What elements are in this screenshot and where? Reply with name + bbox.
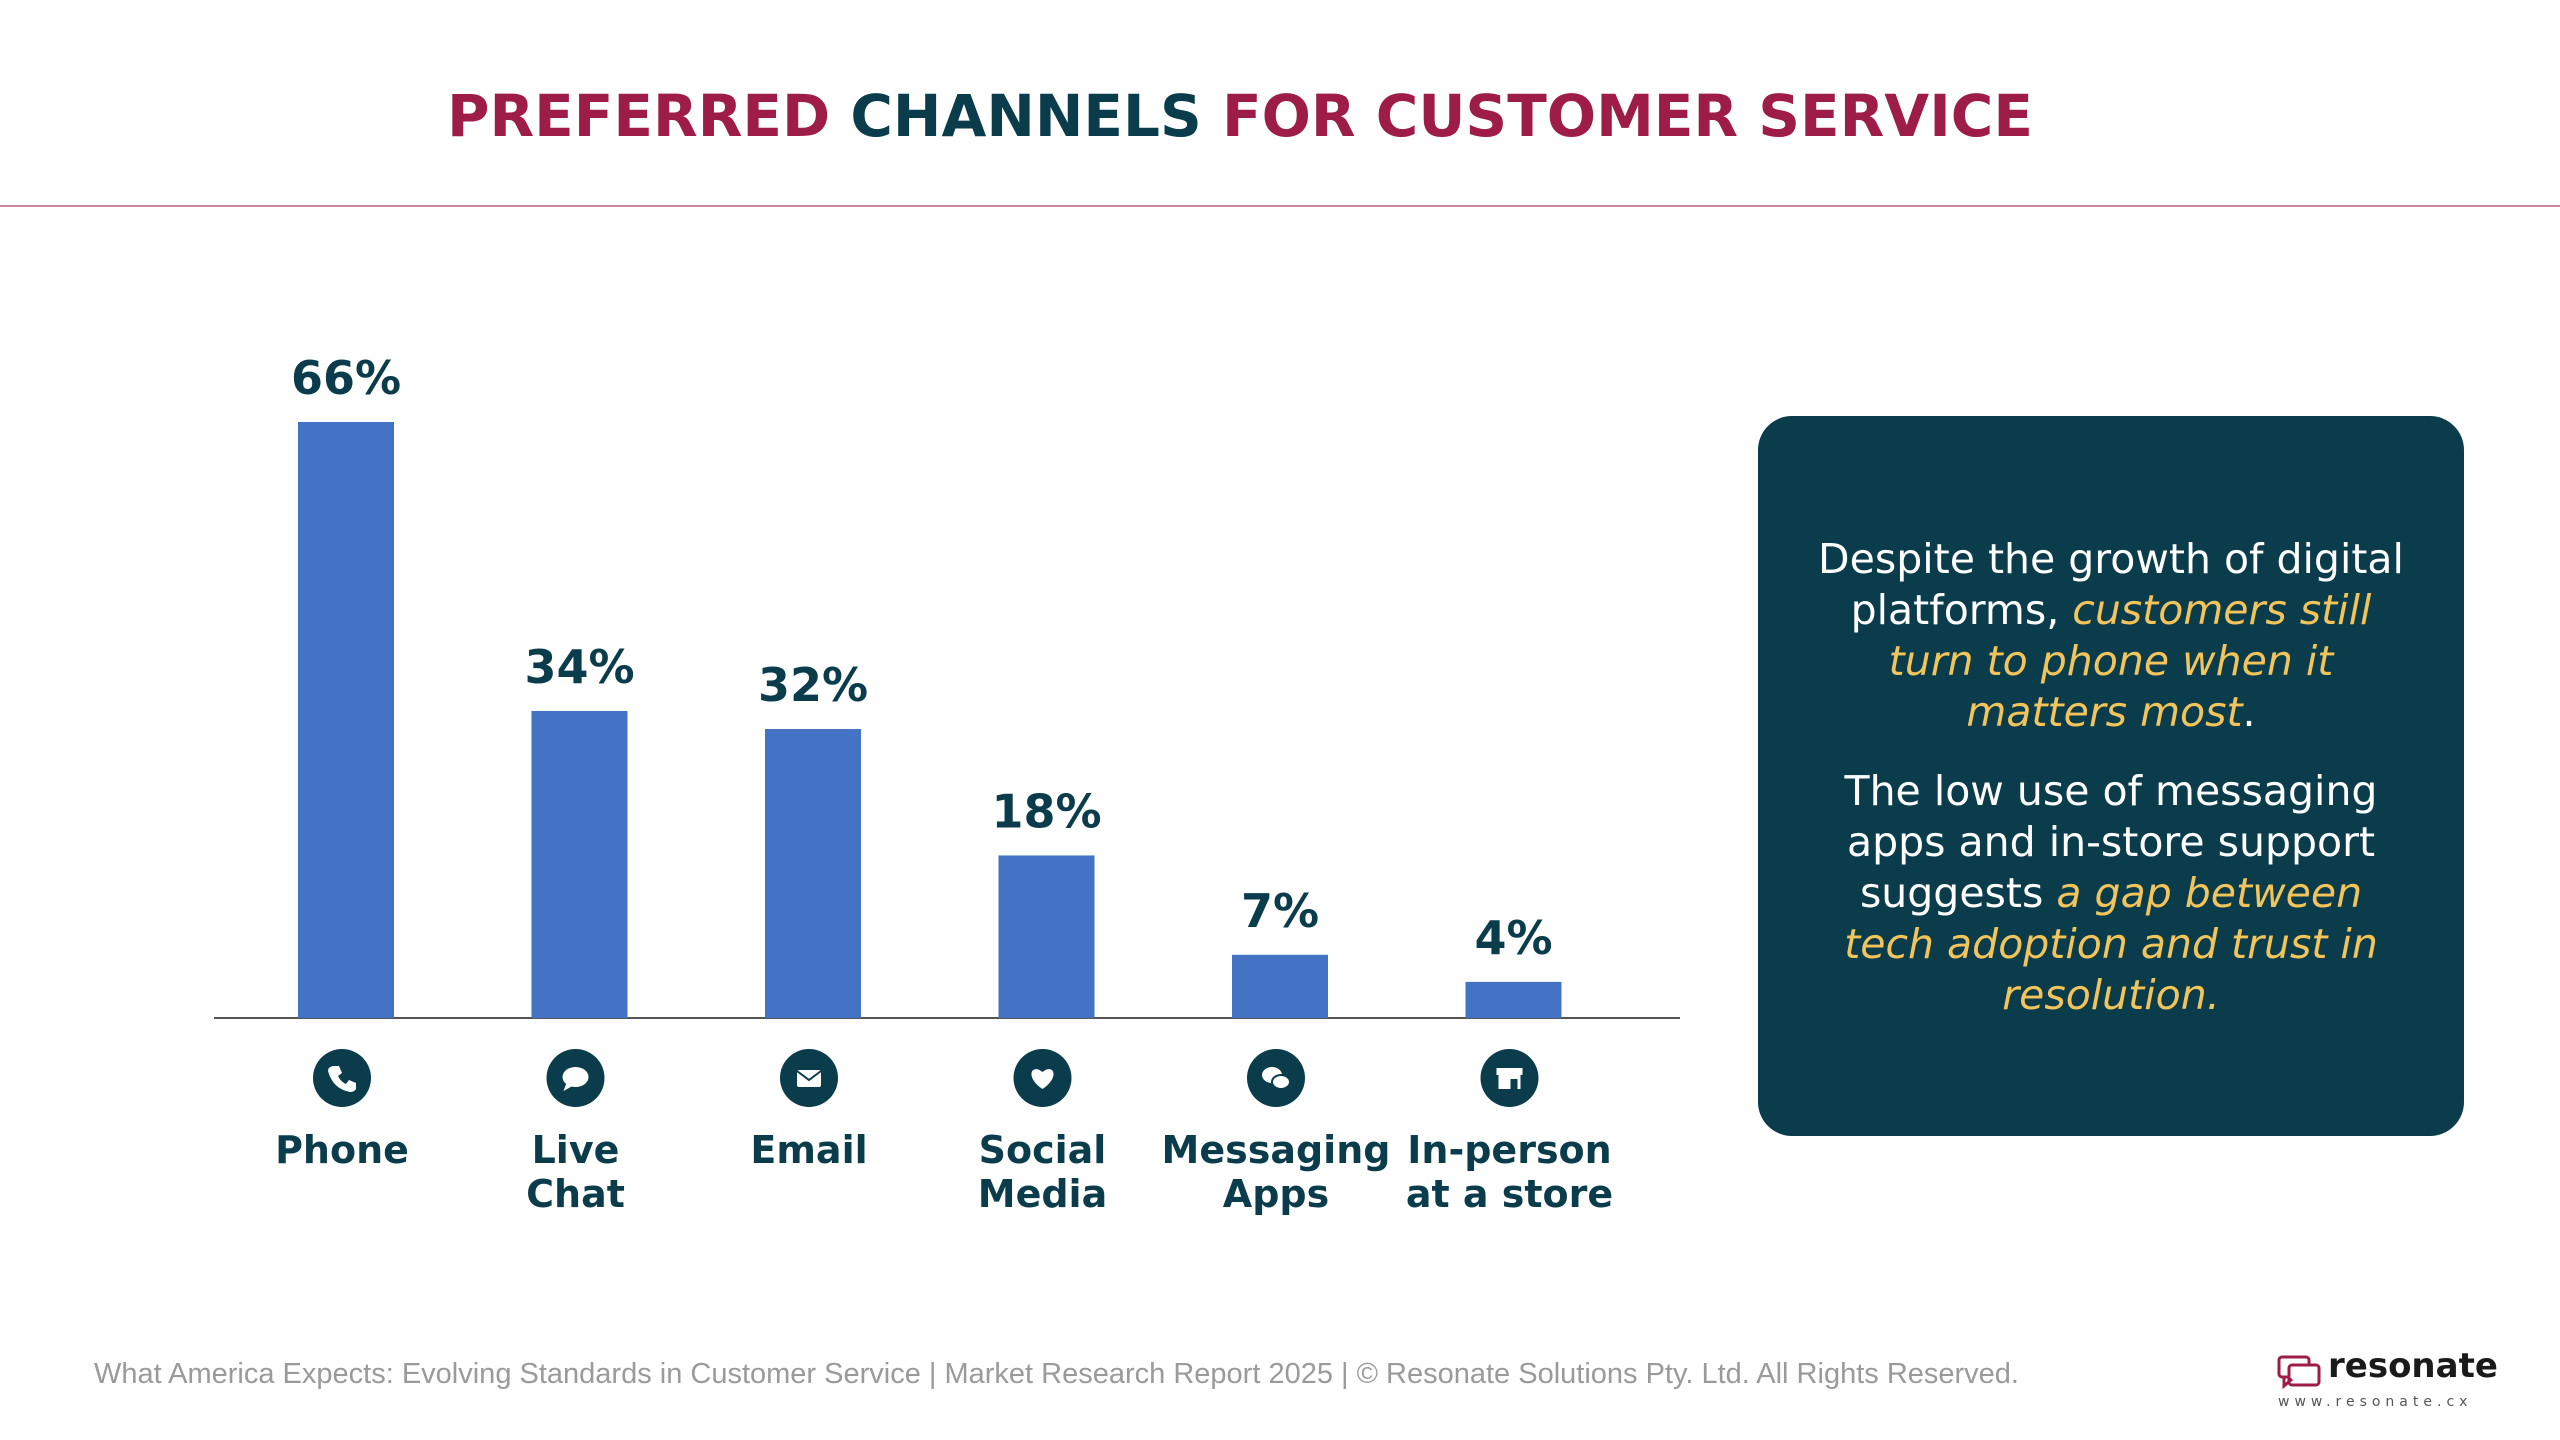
insight-1-end: . [2242,688,2256,736]
envelope-flap-glyph [796,1070,822,1082]
insight-paragraph-1: Despite the growth of digital platforms,… [1812,534,2410,738]
envelope-glyph [797,1070,821,1087]
category-label: Chat [526,1172,625,1216]
bar [1232,954,1328,1018]
insight-panel: Despite the growth of digital platforms,… [1758,416,2464,1136]
awning-glyph [1496,1068,1523,1075]
chat-tail-glyph [563,1083,573,1091]
footer-text: What America Expects: Evolving Standards… [94,1358,2019,1390]
bar-value-label: 32% [758,658,868,712]
insight-2-highlight: a gap between tech adoption and trust in… [1844,869,2378,1019]
door-glyph [1510,1079,1518,1089]
title-part-1: PREFERRED [447,82,831,150]
bar-value-label: 34% [524,640,634,694]
store-icon [1496,1068,1523,1089]
category-label: In-person [1407,1128,1611,1172]
messaging-icon [1262,1067,1291,1090]
bar-value-label: 66% [291,351,401,405]
bar-value-label: 7% [1241,884,1319,938]
insight-paragraph-2: The low use of messaging apps and in-sto… [1812,766,2410,1021]
icon-circle [313,1049,371,1107]
category-label: Email [750,1128,867,1172]
category-label: Phone [275,1128,409,1172]
bar [298,422,394,1018]
insight-2-text: The low use of messaging apps and in-sto… [1844,767,2378,917]
category-label: Messaging [1162,1128,1391,1172]
title-part-3: FOR CUSTOMER SERVICE [1221,82,2033,150]
phone-icon [328,1066,356,1092]
page-title: PREFERRED CHANNELS FOR CUSTOMER SERVICE [0,82,2480,150]
category-label: Media [978,1172,1107,1216]
bar-group: 66% Phone [275,351,409,1172]
category-label: Social [979,1128,1107,1172]
bubble-front-glyph [1271,1074,1291,1090]
insight-1-text: Despite the growth of digital platforms, [1818,535,2404,634]
bar-group: 32% Email [750,658,868,1172]
heart-icon [1031,1069,1054,1089]
category-label: Apps [1223,1172,1329,1216]
logo-mark-icon [2277,1355,2321,1390]
insight-1-highlight: customers still turn to phone when it ma… [1888,586,2372,736]
bar [1465,981,1562,1018]
title-divider [0,205,2560,207]
bar [531,710,628,1018]
chat-icon [562,1067,589,1091]
email-icon [796,1070,822,1087]
logo-url: www.resonate.cx [2278,1394,2473,1410]
bar-value-label: 18% [991,784,1101,838]
bar [998,855,1095,1018]
bar [765,729,861,1018]
title-part-2: CHANNELS [850,82,1202,150]
category-label: at a store [1406,1172,1613,1216]
heart-glyph [1031,1069,1054,1089]
category-label: Live [532,1128,620,1172]
resonate-logo: resonate www.resonate.cx [2276,1346,2498,1410]
phone-glyph [328,1066,356,1092]
bar-value-label: 4% [1474,911,1552,965]
chat-glyph [562,1067,589,1087]
logo-wordmark: resonate [2328,1346,2498,1386]
